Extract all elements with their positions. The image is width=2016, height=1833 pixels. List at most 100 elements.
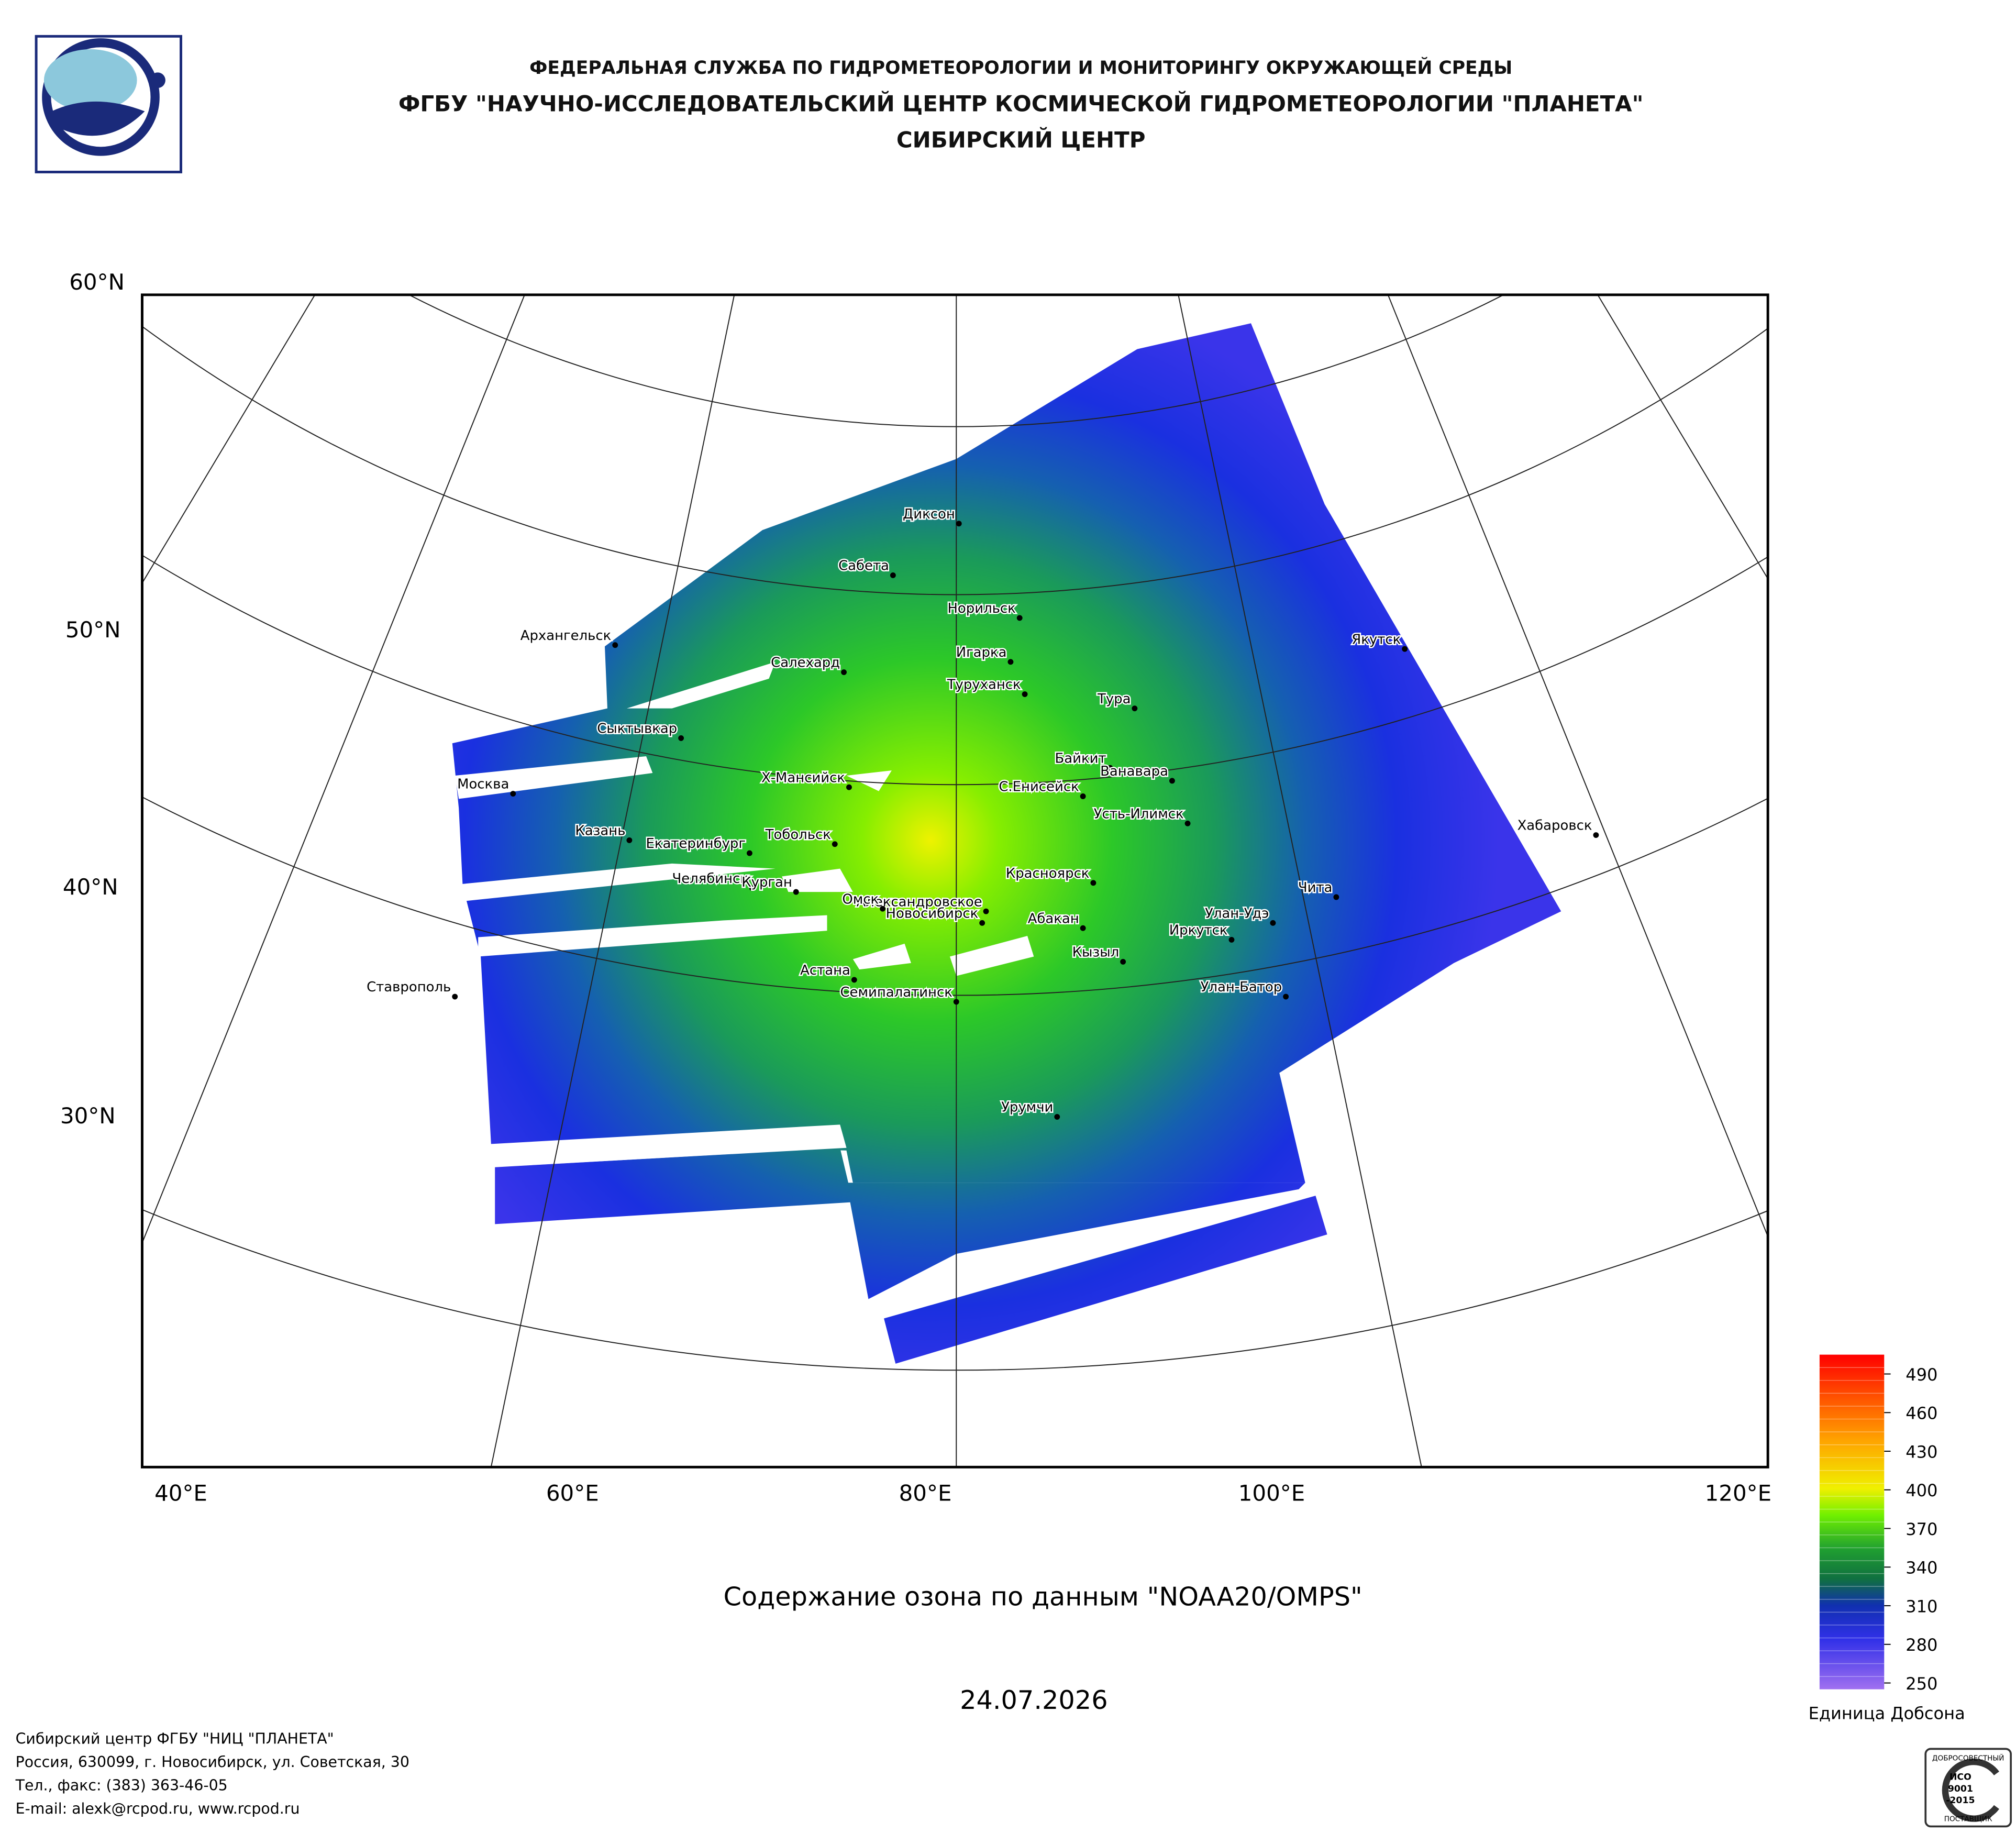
logo (35, 35, 182, 173)
city-dot (1090, 880, 1096, 886)
map-area (142, 294, 1768, 1467)
city-dot (979, 920, 985, 926)
city-dot (1022, 691, 1028, 697)
lon-label: 100°E (1238, 1481, 1305, 1506)
city-dot (1132, 705, 1138, 712)
badge-text: ДОБРОСОВЕСТНЫЙ (1932, 1753, 2004, 1763)
city-label: Улан-Удэ (1205, 906, 1269, 921)
colorbar-label: 340 (1906, 1558, 1937, 1578)
city-dot (452, 993, 458, 1000)
colorbar-scale (1819, 1354, 1885, 1690)
city-label: Тура (1097, 691, 1131, 707)
city-dot (1283, 993, 1289, 1000)
city-label: Сабета (838, 558, 889, 574)
lat-label: 60°N (69, 269, 125, 295)
city-dot (1007, 659, 1014, 665)
city-dot (846, 784, 852, 790)
city-label: Екатеринбург (646, 836, 746, 852)
city-label: Москва (457, 777, 509, 792)
city-label: Игарка (956, 645, 1007, 660)
city-dot (841, 669, 847, 675)
city-label: Тобольск (765, 827, 831, 843)
footer-line: Сибирский центр ФГБУ "НИЦ "ПЛАНЕТА" (16, 1730, 334, 1747)
city-dot (1120, 958, 1126, 965)
city-dot (851, 977, 857, 983)
city-dot (1169, 778, 1175, 784)
map-title: Содержание озона по данным "NOAA20/OMPS" (724, 1581, 1363, 1611)
meridian (490, 294, 735, 1467)
badge-text: ИСО (1949, 1772, 1971, 1783)
colorbar-label: 400 (1906, 1481, 1937, 1500)
footer-line: E-mail: alexk@rcpod.ru, www.rcpod.ru (16, 1800, 300, 1817)
footer-line: Тел., факс: (383) 363-46-05 (15, 1776, 228, 1794)
city-dot (1016, 615, 1023, 621)
city-dot (749, 885, 755, 891)
city-dot (890, 572, 896, 578)
meridian (1597, 294, 1768, 580)
data-gaps (455, 661, 1034, 1167)
city-label: Сыктывкар (597, 721, 677, 737)
lat-label: 30°N (60, 1103, 116, 1129)
city-label: Ванавара (1100, 764, 1168, 779)
meridian (1387, 294, 1768, 1238)
iso-badge: ДОБРОСОВЕСТНЫЙ ИСО 9001 -2015 ПОСТАВЩИК (1924, 1748, 2012, 1828)
city-label: Байкит (1055, 750, 1106, 766)
city-dot (1228, 936, 1235, 943)
city-label: Иркутск (1169, 923, 1228, 938)
city-dot (953, 999, 959, 1005)
colorbar-label: 460 (1906, 1404, 1937, 1423)
colorbar-unit: Единица Добсона (1809, 1704, 1965, 1724)
ozone-field (495, 1147, 853, 1224)
city-label: Усть-Илимск (1094, 806, 1184, 822)
colorbar-label: 430 (1906, 1442, 1937, 1462)
city-dot (1054, 1114, 1060, 1120)
city-label: Х-Мансийск (761, 770, 845, 786)
city-dot (1402, 646, 1408, 652)
city-dot (1080, 793, 1086, 799)
meridian (142, 294, 316, 584)
city-label: Салехард (771, 655, 840, 671)
city-label: Улан-Батор (1201, 979, 1282, 995)
colorbar: 490 460 430 400 370 340 310 280 250 (1819, 1354, 1937, 1694)
lon-label: 80°E (899, 1481, 952, 1506)
city-label: Казань (575, 823, 625, 839)
city-dot (1080, 925, 1086, 931)
ozone-field (846, 1183, 1305, 1299)
city-label: Курган (741, 875, 792, 890)
city-label: Туруханск (947, 677, 1021, 693)
colorbar-label: 310 (1906, 1596, 1937, 1616)
badge-text: 9001 (1948, 1784, 1973, 1794)
city-dot (746, 850, 752, 856)
city-label: Ставрополь (367, 979, 451, 995)
city-dot (1333, 894, 1339, 900)
city-dot (956, 521, 962, 527)
city-dot (832, 841, 838, 847)
city-label: Урумчи (1001, 1100, 1053, 1116)
badge-text: -2015 (1946, 1795, 1975, 1806)
header-line: СИБИРСКИЙ ЦЕНТР (896, 127, 1146, 153)
badge-text: ПОСТАВЩИК (1944, 1815, 1992, 1824)
city-label: Кызыл (1072, 945, 1120, 960)
map-frame (141, 293, 1769, 1468)
cities: Диксон Сабета Норильск Архангельск Якутск Сал… (365, 505, 1599, 1120)
graticule (142, 294, 1768, 1467)
lat-label: 40°N (63, 874, 118, 900)
footer-line: Россия, 630099, г. Новосибирск, ул. Сове… (16, 1753, 409, 1771)
city-dot (1270, 920, 1276, 926)
city-dot (626, 837, 633, 843)
city-label: Архангельск (520, 628, 612, 644)
lat-label: 50°N (65, 617, 121, 643)
city-label: Норильск (947, 601, 1015, 616)
city-label: Чита (1298, 880, 1333, 896)
lon-label: 40°E (154, 1481, 207, 1506)
ozone-field (884, 1196, 1327, 1364)
city-label: Якутск (1352, 632, 1401, 647)
city-dot (1184, 820, 1191, 826)
city-label: Александровское (857, 894, 982, 910)
ozone-field (452, 323, 1561, 1183)
footer: Сибирский центр ФГБУ "НИЦ "ПЛАНЕТА" Росси… (15, 1730, 409, 1817)
city-dot (510, 791, 516, 797)
city-dot (1107, 765, 1113, 771)
